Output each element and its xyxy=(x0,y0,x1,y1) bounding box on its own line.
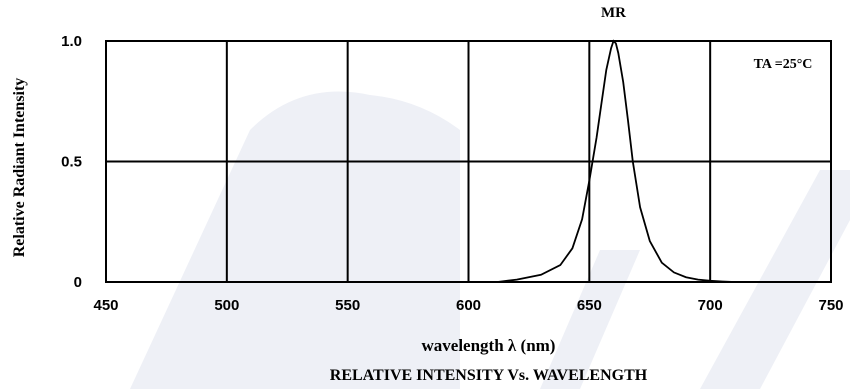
chart-title: RELATIVE INTENSITY Vs. WAVELENGTH xyxy=(330,367,648,384)
x-tick-label: 650 xyxy=(577,297,602,314)
x-tick-label: 750 xyxy=(818,297,843,314)
x-tick-label: 700 xyxy=(698,297,723,314)
x-tick-label: 600 xyxy=(456,297,481,314)
x-tick-label: 450 xyxy=(93,297,118,314)
plot-area-frame xyxy=(105,40,832,283)
series-label: MR xyxy=(601,5,626,21)
y-tick-label: 0 xyxy=(74,274,82,291)
x-tick-label: 550 xyxy=(335,297,360,314)
series-line-mr xyxy=(497,39,735,283)
y-tick-labels: 0 0.5 1.0 xyxy=(61,33,82,291)
x-tick-label: 500 xyxy=(214,297,239,314)
y-tick-label: 0.5 xyxy=(61,154,82,171)
watermark xyxy=(130,91,850,389)
y-axis-label: Relative Radiant Intensity xyxy=(11,78,28,258)
grid xyxy=(106,41,831,282)
x-axis-label: wavelength λ (nm) xyxy=(422,336,556,355)
y-tick-label: 1.0 xyxy=(61,33,82,50)
x-tick-labels: 450 500 550 600 650 700 750 xyxy=(93,297,843,314)
temperature-annotation: TA =25°C xyxy=(754,57,813,72)
